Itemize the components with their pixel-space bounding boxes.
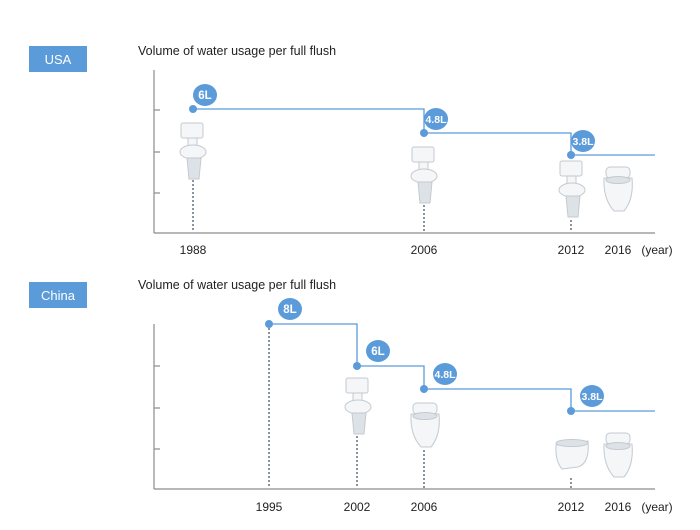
toilet-bowl xyxy=(410,168,438,184)
one-piece-toilet-icon xyxy=(603,166,633,212)
toilet-pedestal xyxy=(186,157,202,180)
toilet-tank xyxy=(559,160,583,177)
two-piece-toilet-icon xyxy=(179,122,207,180)
value-badge xyxy=(571,130,595,152)
x-tick-label: 2016 xyxy=(605,243,632,257)
toilet-seat xyxy=(605,176,631,184)
two-piece-toilet-icon xyxy=(410,146,438,204)
series-line xyxy=(193,108,655,156)
two-piece-toilet-icon xyxy=(558,160,586,218)
x-tick-label: 2012 xyxy=(558,243,585,257)
x-axis-unit: (year) xyxy=(641,243,672,257)
x-tick-label: 1988 xyxy=(180,243,207,257)
value-badge xyxy=(424,108,448,130)
toilet-pedestal xyxy=(565,195,581,218)
value-label: 6L xyxy=(198,90,211,102)
usa-chart-title: Volume of water usage per full flush xyxy=(138,44,337,58)
series-point xyxy=(189,105,197,113)
series-point xyxy=(420,129,428,137)
value-label: 3.8L xyxy=(572,136,594,148)
x-tick-label: 2006 xyxy=(411,243,438,257)
china-region-tag: China xyxy=(29,282,87,308)
value-badge xyxy=(193,84,217,106)
toilet-pedestal xyxy=(417,181,433,204)
toilet-tank xyxy=(180,122,204,139)
value-label: 4.8L xyxy=(425,114,447,126)
usa-region-tag: USA xyxy=(29,46,87,72)
toilet-bowl xyxy=(179,144,207,160)
toilet-body xyxy=(603,177,633,212)
series-point xyxy=(567,151,575,159)
toilet-tank xyxy=(411,146,435,163)
china-chart-title: Volume of water usage per full flush xyxy=(138,278,337,292)
toilet-bowl xyxy=(558,182,586,198)
